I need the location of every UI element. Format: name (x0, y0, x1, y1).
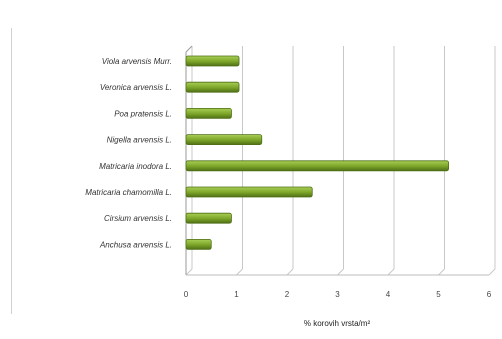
category-label: Anchusa arvensis L. (99, 240, 172, 249)
bars (185, 55, 450, 250)
x-tick-label: 6 (487, 290, 492, 299)
category-label: Cirsium arvensis L. (104, 214, 172, 223)
bar (185, 55, 240, 67)
gridline-floor (185, 268, 193, 276)
x-tick-label: 2 (285, 290, 290, 299)
category-label: Nigella arvensis L. (107, 136, 172, 145)
gridline-floor (488, 268, 496, 276)
gridlines (185, 45, 496, 276)
gridline-floor (438, 268, 445, 276)
x-tick-labels: 0 1 2 3 4 5 6 (184, 290, 492, 299)
category-label: Poa pratensis L. (114, 109, 172, 118)
gridline-floor (236, 268, 243, 276)
x-axis-title: % korovih vrsta/m² (304, 319, 371, 328)
category-label: Viola arvensis Murr. (102, 57, 172, 66)
bar (185, 134, 263, 146)
x-tick-label: 0 (184, 290, 189, 299)
x-tick-label: 5 (436, 290, 441, 299)
panel-divider (11, 28, 12, 314)
bar (185, 186, 313, 198)
bar (185, 212, 232, 224)
gridline-floor (387, 268, 395, 276)
category-labels: Viola arvensis Murr. Veronica arvensis L.… (85, 57, 172, 249)
x-tick-label: 1 (234, 290, 239, 299)
bar (185, 160, 450, 172)
x-tick-label: 4 (386, 290, 391, 299)
category-label: Matricaria inodora L. (99, 162, 172, 171)
gridline-floor (337, 268, 344, 276)
gridline-floor (286, 268, 294, 276)
bar (185, 81, 240, 93)
bar (185, 238, 212, 250)
category-label: Matricaria chamomilla L. (85, 188, 172, 197)
category-label: Veronica arvensis L. (100, 83, 172, 92)
y-axis-depth (185, 45, 193, 53)
x-tick-label: 3 (335, 290, 340, 299)
bar (185, 108, 232, 119)
